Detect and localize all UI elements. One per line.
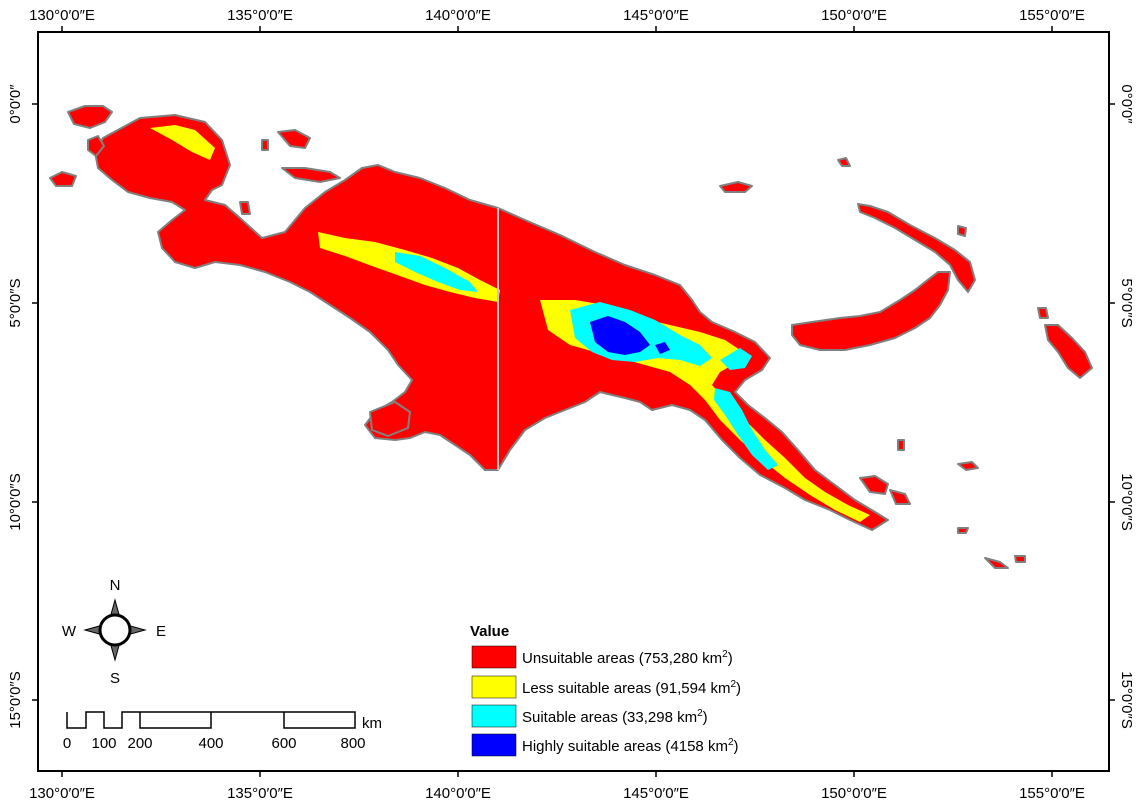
island-small-w1 [261, 139, 269, 151]
top-label-155: 155°0′0″E [1019, 7, 1085, 24]
legend-label-suitable: Suitable areas (33,298 km2) [522, 708, 708, 726]
compass-e: E [156, 623, 166, 640]
bottom-label-150: 150°0′0″E [821, 785, 887, 802]
scale-label-800: 800 [340, 735, 365, 752]
scale-label-600: 600 [271, 735, 296, 752]
legend-label-less: Less suitable areas (91,594 km2) [522, 679, 741, 697]
island-east-1 [889, 489, 911, 505]
island-new-britain [791, 271, 951, 351]
left-label-15s: 15°0′0″S [7, 671, 24, 729]
compass-w: W [62, 623, 77, 640]
island-woodlark [957, 527, 969, 534]
scale-label-100: 100 [91, 735, 116, 752]
compass-n: N [110, 577, 121, 594]
bottom-label-145: 145°0′0″E [623, 785, 689, 802]
bottom-label-135: 135°0′0″E [227, 785, 293, 802]
bottom-label-130: 130°0′0″E [29, 785, 95, 802]
right-label-5s: 5°0′0″S [1118, 278, 1135, 327]
blue-core [590, 316, 650, 355]
cyan-southeast [714, 388, 778, 470]
legend-swatch-highly [471, 733, 517, 757]
compass [83, 598, 147, 662]
legend-title: Value [470, 623, 509, 640]
top-label-140: 140°0′0″E [425, 7, 491, 24]
yellow-birdshead [150, 125, 215, 160]
top-label-130: 130°0′0″E [29, 7, 95, 24]
compass-s: S [110, 670, 120, 687]
island-biak [277, 129, 311, 149]
top-label-150: 150°0′0″E [821, 7, 887, 24]
scale-unit: km [362, 715, 382, 732]
island-louisiade-1 [984, 557, 1009, 569]
island-yapen [281, 167, 341, 183]
land-masses [49, 105, 1093, 569]
island-new-ireland [857, 203, 976, 293]
island-bougainville [1044, 324, 1093, 379]
top-label-145: 145°0′0″E [623, 7, 689, 24]
right-label-10s: 10°0′0″S [1118, 473, 1135, 531]
top-label-135: 135°0′0″E [227, 7, 293, 24]
scale-bar [66, 711, 356, 729]
island-misool [49, 171, 77, 187]
left-label-0: 0°0′0″ [7, 84, 24, 124]
bottom-label-140: 140°0′0″E [425, 785, 491, 802]
island-frederik-hendrik [369, 401, 411, 437]
legend-label-unsuitable: Unsuitable areas (753,280 km2) [522, 649, 733, 667]
compass-ring [98, 613, 132, 647]
legend-swatch-less [471, 675, 517, 699]
scale-label-200: 200 [127, 735, 152, 752]
new-guinea-mainland [94, 114, 889, 531]
scale-label-0: 0 [63, 735, 71, 752]
island-buka [1037, 307, 1049, 319]
legend-label-highly: Highly suitable areas (4158 km2) [522, 737, 739, 755]
island-small-ne [957, 225, 967, 237]
left-label-10s: 10°0′0″S [7, 473, 24, 531]
island-dentrecasteaux [859, 475, 889, 495]
right-label-0: 0°0′0″ [1118, 84, 1135, 124]
island-salawati [87, 135, 105, 157]
legend-swatch-unsuitable [471, 645, 517, 669]
bottom-label-155: 155°0′0″E [1019, 785, 1085, 802]
legend-swatch-suitable [471, 704, 517, 728]
right-label-15s: 15°0′0″S [1118, 671, 1135, 729]
island-small-north [837, 157, 851, 167]
island-small-w2 [239, 201, 251, 215]
highly-suitable-areas [590, 316, 670, 355]
left-label-5s: 5°0′0″S [7, 278, 24, 327]
island-louisiade-2 [1014, 555, 1026, 563]
legend: Value Unsuitable areas (753,280 km2) Les… [470, 623, 741, 757]
cyan-west [395, 252, 478, 292]
island-trobriand [957, 461, 979, 471]
scale-label-400: 400 [198, 735, 223, 752]
island-waigeo [67, 105, 113, 129]
graticule-ticks [32, 26, 1115, 777]
blue-small [655, 342, 670, 354]
island-manus [719, 181, 753, 193]
island-small-se [897, 439, 905, 451]
cyan-east [720, 348, 752, 370]
